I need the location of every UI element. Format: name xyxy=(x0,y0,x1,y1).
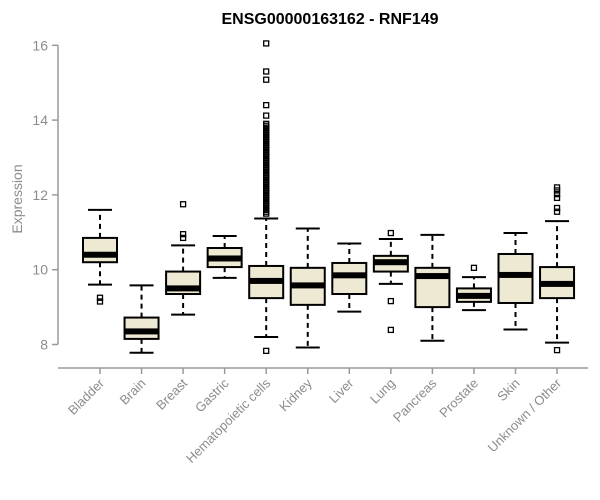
median-line xyxy=(124,328,159,335)
outlier-point xyxy=(387,326,395,334)
median-line xyxy=(498,271,533,278)
y-tick-label: 16 xyxy=(32,37,48,53)
iqr-box xyxy=(331,261,368,296)
outlier-point xyxy=(263,347,270,355)
x-tick-label: Kidney xyxy=(276,375,315,414)
iqr-box xyxy=(82,236,118,264)
median-line xyxy=(83,251,117,258)
outlier-point xyxy=(553,191,561,198)
outlier-point xyxy=(470,264,478,271)
outlier-point xyxy=(96,294,104,301)
outlier-point xyxy=(179,234,187,242)
x-tick-label: Bladder xyxy=(65,375,108,418)
outlier-point xyxy=(179,231,187,238)
median-line xyxy=(207,255,242,262)
median-line xyxy=(373,259,408,266)
boxplot-lung xyxy=(372,229,409,334)
median-line xyxy=(540,280,575,287)
iqr-box xyxy=(123,316,160,340)
outlier-point xyxy=(553,204,561,212)
outlier-point xyxy=(553,208,561,215)
median-line xyxy=(415,273,450,280)
chart-title: ENSG00000163162 - RNF149 xyxy=(221,11,438,28)
outlier-point xyxy=(387,229,395,237)
boxplot-skin xyxy=(497,232,534,331)
outlier-point xyxy=(553,194,561,202)
median-line xyxy=(332,272,367,279)
y-axis: 8 10 12 14 16 xyxy=(32,37,59,353)
x-tick-label: Breast xyxy=(153,375,190,412)
outlier-point xyxy=(387,297,395,305)
outlier-point xyxy=(553,187,561,194)
boxplot-unknown-other xyxy=(539,184,576,354)
outlier-point xyxy=(263,101,270,109)
boxplot-gastric xyxy=(206,235,243,279)
boxplot-hematopoietic-cells xyxy=(248,40,285,355)
boxplot-pancreas xyxy=(414,233,451,342)
x-tick-label: Unknown / Other xyxy=(485,375,565,455)
outlier-point xyxy=(263,40,270,47)
y-tick-label: 8 xyxy=(40,337,48,353)
outlier-point xyxy=(179,201,187,208)
outlier-point xyxy=(263,120,270,127)
y-tick-label: 14 xyxy=(32,112,48,128)
boxplot-breast xyxy=(165,201,202,316)
boxplot-kidney xyxy=(289,227,326,349)
x-tick-label: Brain xyxy=(117,376,149,408)
x-tick-label: Gastric xyxy=(192,375,232,415)
outlier-point xyxy=(263,76,270,83)
y-tick-label: 10 xyxy=(32,262,48,278)
iqr-box xyxy=(497,252,534,304)
y-axis-label: Expression xyxy=(9,164,25,233)
x-tick-label: Prostate xyxy=(436,376,481,421)
boxplot-prostate xyxy=(455,264,492,312)
boxplot-series xyxy=(82,40,576,355)
median-line xyxy=(166,285,201,292)
outlier-point xyxy=(263,112,270,119)
boxplot-brain xyxy=(123,284,160,354)
x-tick-label: Lung xyxy=(367,376,398,407)
median-line xyxy=(249,277,284,284)
median-line xyxy=(456,292,491,299)
boxplot-liver xyxy=(331,242,368,313)
x-tick-label: Liver xyxy=(326,375,357,406)
boxplot-bladder xyxy=(82,208,118,305)
median-line xyxy=(290,282,325,289)
outlier-point xyxy=(553,346,561,354)
outlier-point xyxy=(96,298,104,305)
y-tick-label: 12 xyxy=(32,187,48,203)
x-tick-label: Pancreas xyxy=(390,375,440,425)
x-tick-label: Skin xyxy=(494,376,522,404)
outlier-point xyxy=(263,68,270,75)
